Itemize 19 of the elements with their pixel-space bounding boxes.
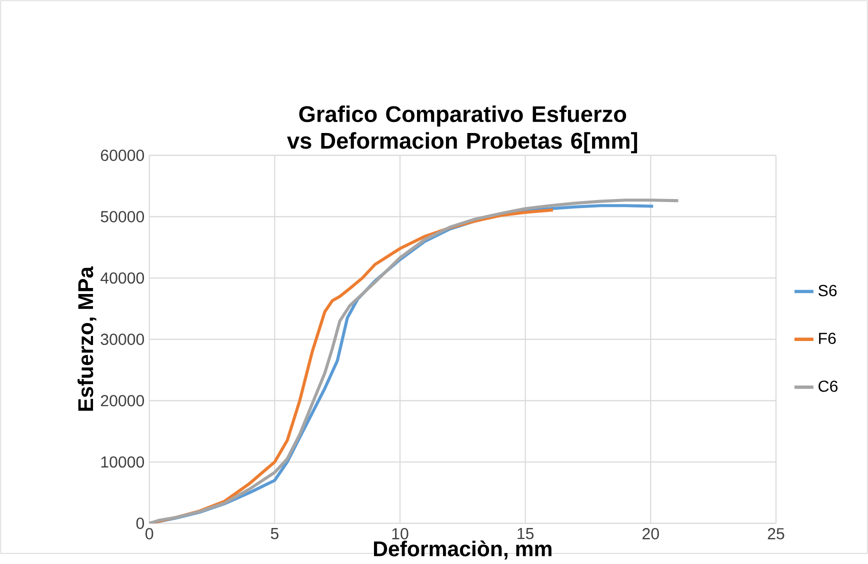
y-tick-label: 0	[136, 518, 144, 530]
x-tick-label: 20	[642, 528, 659, 540]
y-tick-label: 10000	[101, 456, 144, 468]
legend-label: S6	[818, 284, 837, 296]
y-tick-label: 30000	[100, 334, 144, 346]
y-tick-label: 40000	[100, 272, 144, 284]
chart-title: Grafico Comparativo Esfuerzo vs Deformacion Probetas 6[mm]	[287, 106, 638, 154]
x-tick-label: 15	[518, 528, 534, 540]
y-tick-label: 50000	[100, 211, 144, 222]
x-tick-label: 10	[392, 528, 408, 540]
y-axis-title: Esfuerzo, MPa	[78, 266, 96, 411]
legend-label: F6	[819, 332, 836, 344]
legend-label: C6	[818, 380, 838, 392]
x-tick-label: 25	[768, 528, 784, 540]
y-tick-label: 20000	[100, 395, 144, 406]
x-tick-label: 5	[270, 528, 278, 540]
x-axis-title: Deformaciòn, mm	[374, 540, 552, 560]
x-tick-label: 0	[146, 528, 154, 540]
y-tick-label: 60000	[100, 150, 144, 162]
